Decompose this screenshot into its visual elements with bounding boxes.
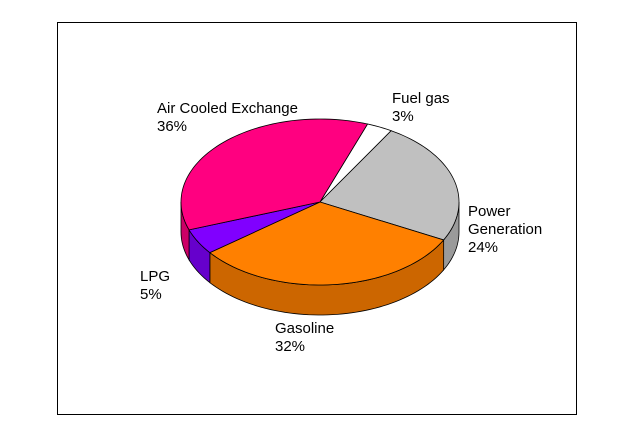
category-label: Fuel gas bbox=[392, 90, 450, 107]
category-label: Power Generation bbox=[468, 203, 543, 238]
category-label: Air Cooled Exchange bbox=[157, 100, 298, 117]
slice-label: Fuel gas 3% bbox=[392, 90, 482, 126]
slice-label: Power Generation 24% bbox=[468, 203, 568, 257]
pie-slice bbox=[188, 201, 321, 254]
slice-label: Gasoline 32% bbox=[275, 320, 395, 356]
value-label: 3% bbox=[392, 108, 414, 125]
slice-label: Air Cooled Exchange 36% bbox=[157, 100, 357, 136]
slice-label: LPG 5% bbox=[140, 268, 200, 304]
pie-slice bbox=[180, 118, 369, 231]
plot-frame bbox=[57, 22, 577, 415]
pie-slice bbox=[319, 123, 392, 203]
value-label: 5% bbox=[140, 286, 162, 303]
value-label: 24% bbox=[468, 239, 499, 256]
pie-slice bbox=[209, 201, 445, 286]
value-label: 32% bbox=[275, 338, 306, 355]
category-label: LPG bbox=[140, 268, 171, 285]
category-label: Gasoline bbox=[275, 320, 335, 337]
value-label: 36% bbox=[157, 118, 188, 135]
